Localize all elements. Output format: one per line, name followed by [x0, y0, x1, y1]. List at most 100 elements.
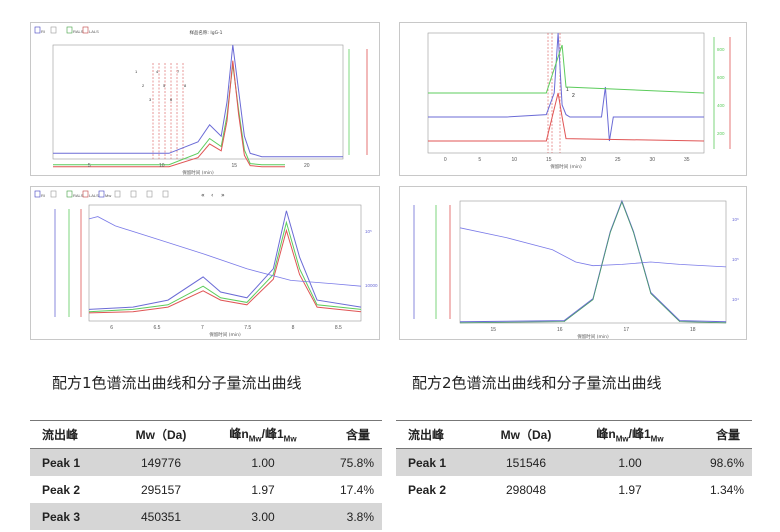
mw-tick-label: 10000	[365, 283, 378, 288]
col-header-ratio: 峰nMw/峰1Mw	[208, 420, 318, 449]
toolbar-icon	[34, 190, 41, 198]
mw-tick-label: 10⁶	[732, 217, 739, 222]
series-line-lals	[428, 92, 705, 142]
cell-peak: Peak 3	[30, 503, 114, 530]
cell-ratio: 1.97	[251, 482, 275, 497]
table-row: Peak 2 298048 1.97 1.34%	[396, 476, 752, 503]
x-axis-label: 保留时间 (min)	[550, 163, 582, 170]
series-line-mw	[459, 227, 727, 268]
toolbar-icon	[82, 190, 89, 198]
cell-ratio: 1.00	[208, 448, 318, 476]
peak-label: 5	[163, 83, 166, 88]
chart-panel-formula1-zoom: RI RALS LALS Mw « ‹ » 10⁵ 10000 6 6.5 7 7.5 8 8.5 保留时间 …	[30, 186, 380, 340]
col-header-content: 含量	[318, 420, 382, 449]
toolbar-icon	[50, 26, 57, 34]
peak-label: 2	[572, 93, 575, 99]
cell-ratio: 3.00	[208, 503, 318, 530]
chart-title: 样品名称: IgG-1	[189, 29, 222, 36]
peak-label: 3	[149, 97, 152, 102]
chart-svg-1: RI RALS LALS 样品名称: IgG-1 1 2 3 4 5 6 7 8 5 10 15 20 保留时间…	[34, 26, 368, 176]
x-tick-label: 8.5	[335, 325, 342, 331]
series-line-ri	[53, 44, 343, 158]
col-header-mw: Mw（Da)	[478, 420, 574, 449]
series-line-rals	[459, 200, 727, 324]
table-row: Peak 1 151546 1.00 98.6%	[396, 448, 752, 476]
x-tick-label: 7	[201, 325, 204, 331]
x-axis-label: 保留时间 (min)	[182, 169, 214, 176]
results-table-formula1: 流出峰 Mw（Da) 峰nMw/峰1Mw 含量 Peak 1 149776 1.…	[30, 420, 382, 530]
x-tick-label: 0	[444, 157, 447, 163]
chart-panel-formula1-overview: RI RALS LALS 样品名称: IgG-1 1 2 3 4 5 6 7 8 5 10 15 20 保留时间…	[30, 22, 380, 176]
cell-peak: Peak 2	[42, 482, 81, 497]
col-header-peak: 流出峰	[396, 420, 478, 449]
peak-label: 2	[142, 83, 145, 88]
rals-axis-tick-label: 800	[717, 47, 725, 52]
series-line-mw	[88, 216, 362, 287]
series-line-ri	[428, 32, 704, 142]
table-header-row: 流出峰 Mw（Da) 峰nMw/峰1Mw 含量	[30, 420, 382, 449]
toolbar-nav-arrow: ‹	[211, 192, 213, 199]
cell-content: 98.6%	[686, 448, 752, 476]
x-tick-label: 5	[478, 157, 481, 163]
toolbar-label: LALS	[89, 193, 99, 198]
toolbar-label: RI	[41, 29, 45, 34]
table-row: Peak 2 295157 1.97 17.4%	[30, 476, 382, 503]
peak-label: 7	[177, 69, 180, 74]
table-header-row: 流出峰 Mw（Da) 峰nMw/峰1Mw 含量	[396, 420, 752, 449]
col-header-ratio: 峰nMw/峰1Mw	[574, 420, 686, 449]
x-tick-label: 18	[690, 327, 696, 333]
x-axis-label: 保留时间 (min)	[577, 333, 609, 340]
x-tick-label: 8	[292, 325, 295, 331]
x-tick-label: 17	[623, 327, 629, 333]
toolbar-label: Mw	[105, 193, 111, 198]
chart-panel-formula2-zoom: 10⁶ 10⁵ 10⁴ 15 16 17 18 保留时间 (min)	[399, 186, 747, 340]
toolbar-nav-arrow: «	[201, 192, 205, 199]
toolbar-icon	[82, 26, 89, 34]
toolbar-icon	[98, 190, 105, 198]
rals-axis-tick-label: 200	[717, 131, 725, 136]
toolbar-label: RALS	[73, 29, 84, 34]
plot-frame	[459, 200, 727, 324]
toolbar-icon	[130, 190, 137, 198]
x-tick-label: 20	[304, 163, 310, 169]
results-table-formula2: 流出峰 Mw（Da) 峰nMw/峰1Mw 含量 Peak 1 151546 1.…	[396, 420, 752, 503]
x-tick-label: 15	[546, 157, 552, 163]
toolbar-label: RI	[41, 193, 45, 198]
rals-axis-tick-label: 400	[717, 103, 725, 108]
cell-ratio: 1.97	[618, 482, 642, 497]
x-tick-label: 20	[580, 157, 586, 163]
toolbar-nav-arrow: »	[221, 192, 225, 199]
mw-tick-label: 10⁵	[732, 257, 739, 262]
cell-mw: 298048	[505, 482, 547, 497]
series-line-rals	[88, 220, 362, 313]
toolbar-icon	[50, 190, 57, 198]
x-axis-label: 保留时间 (min)	[209, 331, 241, 338]
x-tick-label: 10	[511, 157, 517, 163]
x-tick-label: 6	[110, 325, 113, 331]
peak-label: 1	[135, 69, 138, 74]
toolbar-label: LALS	[89, 29, 99, 34]
peak-label: 8	[184, 83, 187, 88]
series-line-lals	[88, 228, 362, 314]
table-row: Peak 3 450351 3.00 3.8%	[30, 503, 382, 530]
toolbar-icon	[66, 26, 73, 34]
plot-frame	[88, 204, 362, 322]
toolbar-icon	[146, 190, 153, 198]
table-row: Peak 1 149776 1.00 75.8%	[30, 448, 382, 476]
series-line-ri	[459, 199, 727, 323]
cell-content: 1.34%	[709, 482, 744, 497]
x-tick-label: 30	[649, 157, 655, 163]
cell-mw: 295157	[140, 482, 182, 497]
toolbar-icon	[114, 190, 121, 198]
x-tick-label: 25	[615, 157, 621, 163]
cell-peak: Peak 1	[396, 448, 478, 476]
series-line-rals	[428, 44, 705, 94]
series-line-lals	[53, 60, 285, 168]
caption-formula1: 配方1色谱流出曲线和分子量流出曲线	[52, 374, 302, 392]
plot-frame	[52, 44, 344, 160]
x-tick-label: 5	[88, 163, 91, 169]
chart-svg-3: RI RALS LALS Mw « ‹ » 10⁵ 10000 6 6.5 7 7.5 8 8.5 保留时间 …	[34, 190, 378, 338]
col-header-mw: Mw（Da)	[114, 420, 208, 449]
peak-label: 4	[156, 69, 159, 74]
